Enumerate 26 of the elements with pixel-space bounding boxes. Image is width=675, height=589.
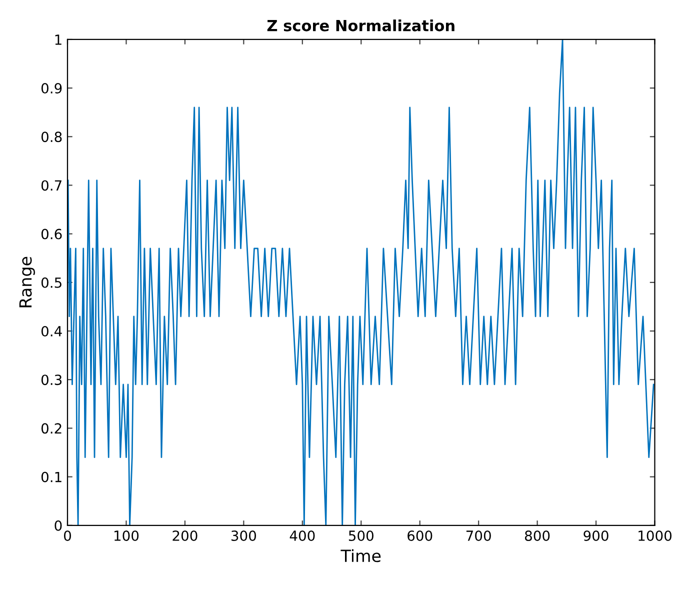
y-tick-label: 1 bbox=[55, 34, 62, 45]
chart-title: Z score Normalization bbox=[267, 20, 454, 32]
y-tick-label: 0.1 bbox=[41, 472, 62, 482]
x-tick-label: 500 bbox=[348, 530, 374, 541]
y-tick-label: 0.5 bbox=[41, 277, 62, 288]
x-tick-label: 900 bbox=[584, 530, 608, 541]
x-tick-label: 1000 bbox=[638, 530, 672, 541]
y-tick-label: 0.6 bbox=[41, 228, 62, 240]
x-tick-label: 200 bbox=[172, 530, 198, 541]
x-tick-label: 100 bbox=[114, 530, 139, 541]
y-tick-label: 0.7 bbox=[41, 180, 62, 191]
y-tick-label: 0.9 bbox=[41, 83, 62, 94]
x-axis-title: Time bbox=[340, 549, 381, 562]
x-tick-label: 400 bbox=[290, 530, 315, 541]
y-tick-label: 0.2 bbox=[41, 423, 62, 434]
y-tick-label: 0 bbox=[54, 520, 62, 531]
y-tick-label: 0.3 bbox=[41, 374, 62, 386]
x-tick-label: 0 bbox=[64, 530, 71, 541]
x-tick-label: 600 bbox=[408, 530, 432, 541]
x-tick-label: 800 bbox=[524, 530, 550, 541]
y-tick-label: 0.4 bbox=[41, 326, 62, 336]
x-tick-label: 300 bbox=[231, 530, 256, 541]
y-axis-title: Range bbox=[19, 256, 35, 308]
line-series bbox=[68, 39, 654, 526]
y-tick-label: 0.8 bbox=[41, 132, 62, 142]
x-tick-label: 700 bbox=[466, 530, 491, 541]
